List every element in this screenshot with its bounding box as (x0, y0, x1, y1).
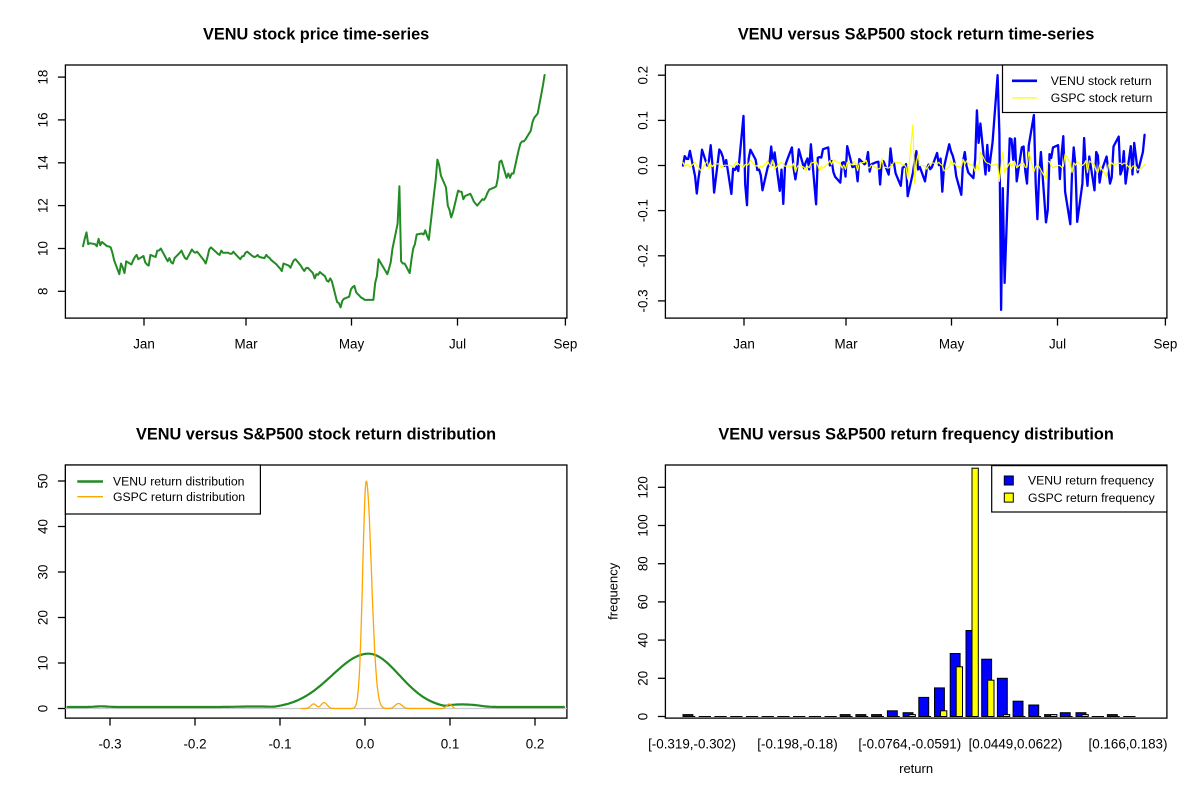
svg-text:-0.2: -0.2 (636, 244, 651, 267)
svg-text:VENU stock price time-series: VENU stock price time-series (203, 26, 429, 44)
svg-text:VENU versus S&P500 return freq: VENU versus S&P500 return frequency dist… (718, 426, 1113, 444)
svg-text:50: 50 (36, 474, 51, 489)
svg-text:Sep: Sep (553, 336, 577, 351)
svg-text:20: 20 (36, 610, 51, 625)
svg-text:-0.1: -0.1 (636, 199, 651, 222)
svg-text:VENU versus S&P500 stock retur: VENU versus S&P500 stock return distribu… (136, 426, 496, 444)
svg-text:40: 40 (36, 519, 51, 534)
svg-text:0: 0 (636, 713, 651, 720)
svg-text:12: 12 (36, 198, 51, 213)
svg-text:0.0: 0.0 (636, 156, 651, 175)
svg-text:100: 100 (636, 514, 651, 536)
svg-text:GSPC stock return: GSPC stock return (1051, 91, 1153, 105)
svg-text:120: 120 (636, 476, 651, 498)
svg-text:-0.3: -0.3 (636, 289, 651, 312)
svg-text:0.2: 0.2 (526, 736, 545, 751)
svg-text:return: return (899, 761, 933, 776)
svg-text:VENU return frequency: VENU return frequency (1028, 474, 1155, 488)
svg-text:0.1: 0.1 (636, 111, 651, 130)
svg-text:[0.0449,0.0622): [0.0449,0.0622) (969, 736, 1063, 751)
svg-text:8: 8 (36, 288, 51, 295)
svg-text:VENU stock return: VENU stock return (1051, 74, 1152, 88)
svg-text:-0.3: -0.3 (98, 736, 121, 751)
svg-text:30: 30 (36, 565, 51, 580)
svg-text:[-0.0764,-0.0591): [-0.0764,-0.0591) (858, 736, 961, 751)
svg-text:60: 60 (636, 594, 651, 609)
svg-text:VENU versus S&P500 stock retur: VENU versus S&P500 stock return time-ser… (738, 26, 1095, 44)
svg-text:20: 20 (636, 671, 651, 686)
svg-text:May: May (339, 336, 365, 351)
svg-text:18: 18 (36, 70, 51, 85)
svg-text:[0.166,0.183): [0.166,0.183) (1089, 736, 1168, 751)
svg-text:0.1: 0.1 (441, 736, 460, 751)
svg-text:Sep: Sep (1153, 336, 1177, 351)
svg-text:Mar: Mar (834, 336, 858, 351)
svg-text:-0.1: -0.1 (268, 736, 291, 751)
svg-text:10: 10 (36, 656, 51, 671)
svg-text:80: 80 (636, 556, 651, 571)
svg-text:frequency: frequency (606, 562, 621, 620)
svg-text:14: 14 (36, 155, 51, 170)
svg-text:Jul: Jul (1049, 336, 1066, 351)
svg-text:40: 40 (636, 633, 651, 648)
svg-text:[-0.198,-0.18): [-0.198,-0.18) (757, 736, 837, 751)
svg-text:0: 0 (36, 705, 51, 712)
svg-text:GSPC return frequency: GSPC return frequency (1028, 491, 1156, 505)
svg-text:Jul: Jul (449, 336, 466, 351)
svg-text:10: 10 (36, 241, 51, 256)
svg-text:[-0.319,-0.302): [-0.319,-0.302) (648, 736, 736, 751)
svg-text:-0.2: -0.2 (183, 736, 206, 751)
svg-text:May: May (939, 336, 965, 351)
svg-text:Mar: Mar (234, 336, 258, 351)
svg-text:GSPC return distribution: GSPC return distribution (113, 490, 245, 504)
svg-text:16: 16 (36, 112, 51, 127)
svg-text:0.0: 0.0 (356, 736, 375, 751)
svg-text:VENU return distribution: VENU return distribution (113, 475, 244, 489)
svg-text:Jan: Jan (133, 336, 155, 351)
svg-text:Jan: Jan (733, 336, 755, 351)
svg-text:0.2: 0.2 (636, 66, 651, 85)
